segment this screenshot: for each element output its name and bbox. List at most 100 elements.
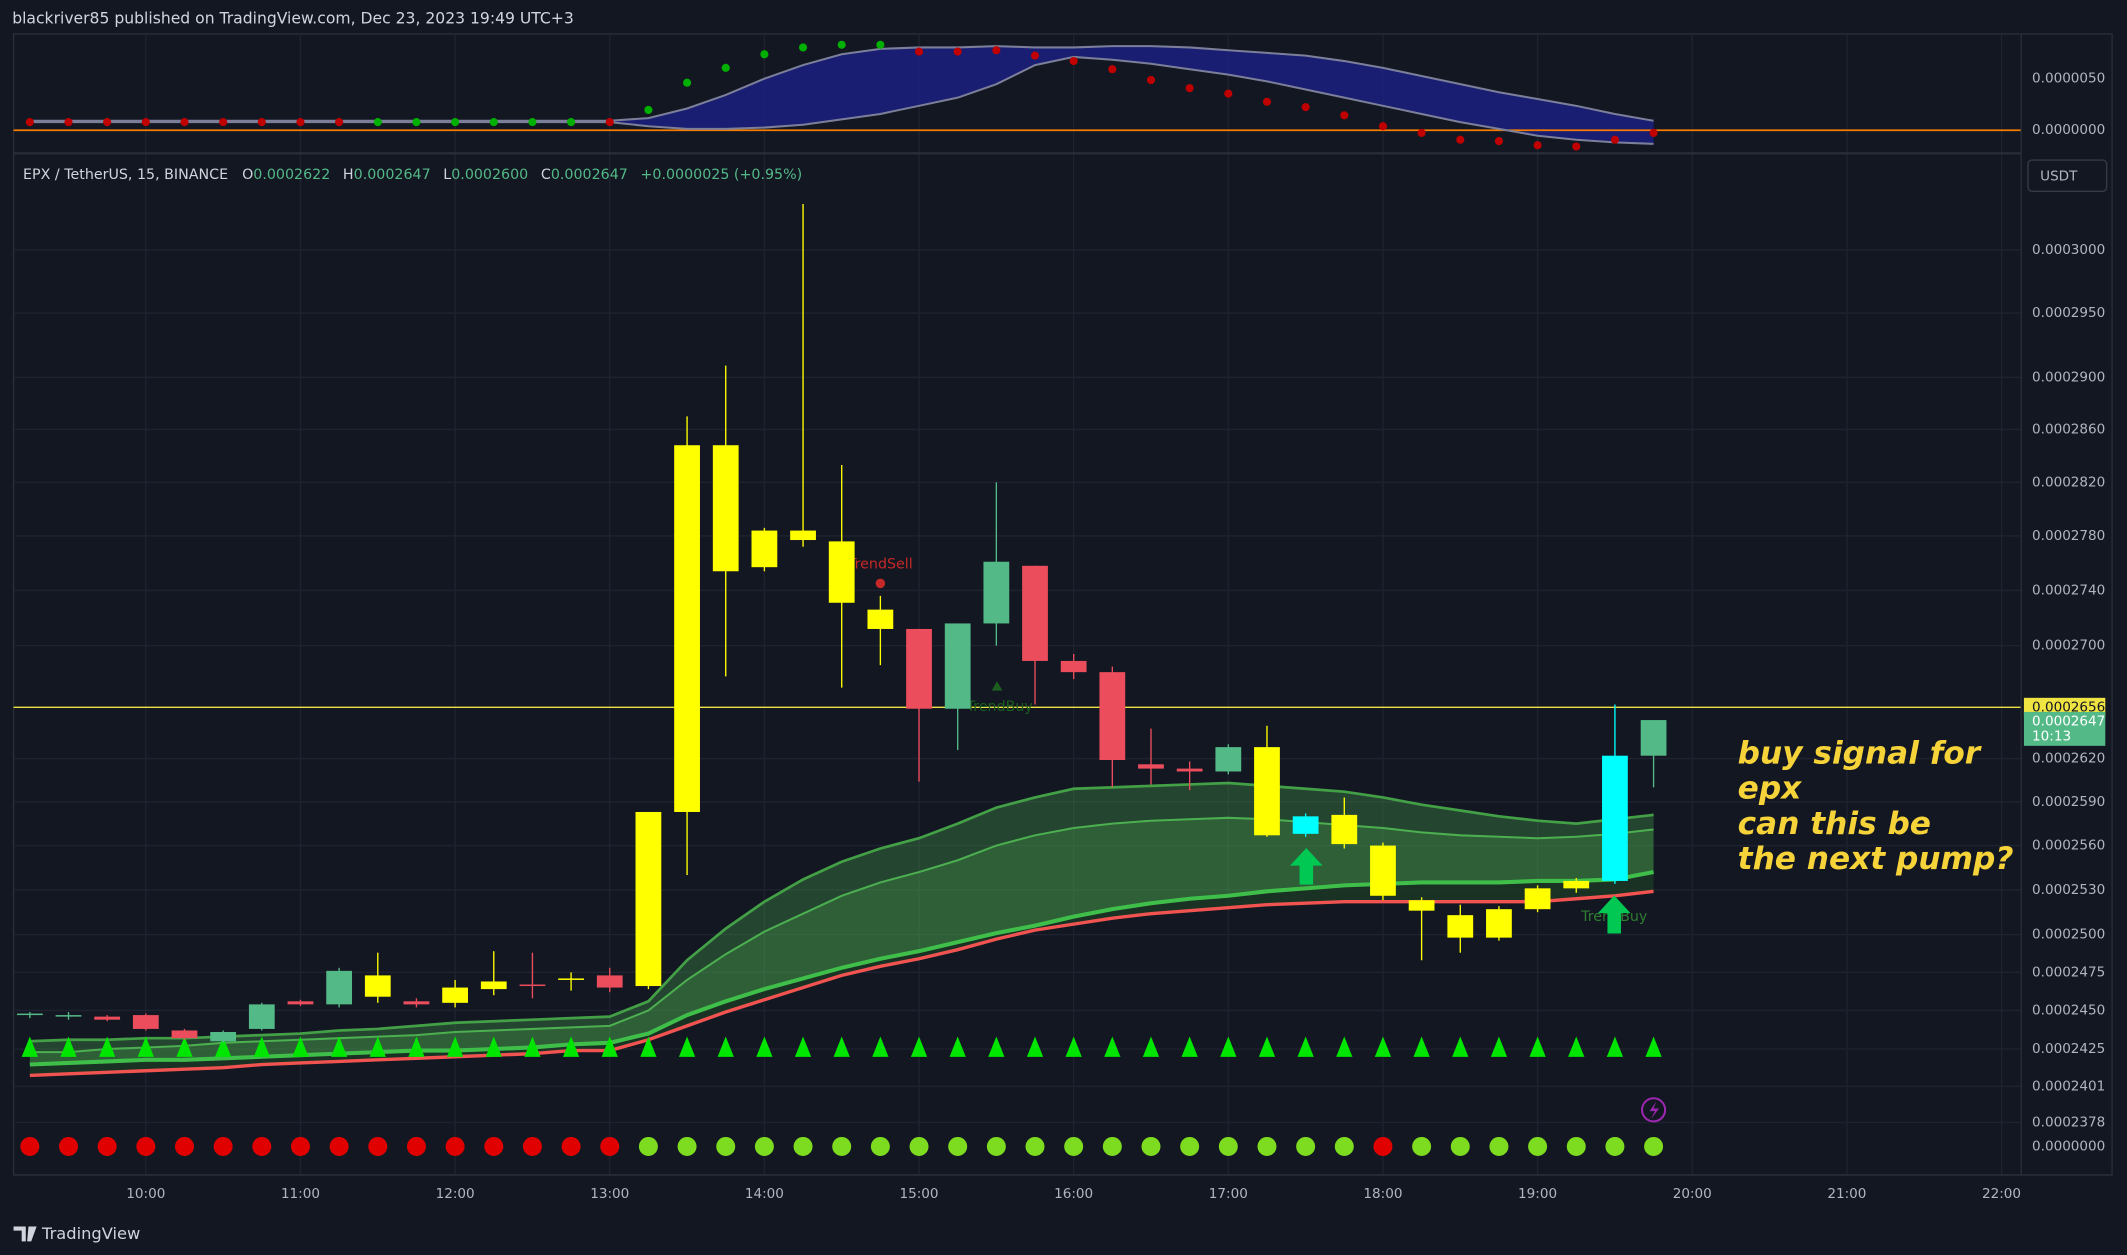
state-dot bbox=[986, 1136, 1006, 1156]
candle-body bbox=[16, 1013, 43, 1016]
y-tick-label: 0.0002590 bbox=[2032, 794, 2105, 810]
alert-bolt bbox=[1649, 1101, 1660, 1120]
oscillator-dot bbox=[953, 47, 962, 56]
y-tick-label: 0.0002560 bbox=[2032, 838, 2105, 854]
footer-brand: TradingView bbox=[41, 1224, 140, 1243]
trend-marker bbox=[678, 1036, 696, 1057]
state-dot bbox=[252, 1136, 272, 1156]
state-dot bbox=[1489, 1136, 1509, 1156]
candle-body bbox=[1486, 909, 1512, 938]
oscillator-dot bbox=[451, 118, 460, 127]
oscillator-dot bbox=[992, 46, 1001, 55]
state-dot bbox=[329, 1136, 349, 1156]
candle-body bbox=[326, 970, 353, 1005]
trend-marker bbox=[1142, 1036, 1160, 1057]
candle-body bbox=[906, 628, 932, 709]
trend-marker bbox=[446, 1036, 464, 1057]
trend-marker bbox=[1026, 1036, 1044, 1057]
candle-body bbox=[596, 975, 623, 988]
chart-frame bbox=[12, 33, 2113, 1176]
state-dot bbox=[1450, 1136, 1470, 1156]
trend-marker bbox=[485, 1036, 502, 1057]
trend-marker bbox=[1645, 1036, 1662, 1057]
state-dot bbox=[1141, 1136, 1161, 1156]
candle-body bbox=[751, 530, 778, 568]
candle-body bbox=[1022, 565, 1048, 661]
state-dot bbox=[213, 1136, 233, 1156]
oscillator-dot bbox=[1224, 89, 1233, 98]
legend-label: O bbox=[242, 167, 253, 183]
trend-marker bbox=[1413, 1036, 1430, 1057]
trend-marker bbox=[1258, 1036, 1276, 1057]
x-tick-label: 19:00 bbox=[1518, 1186, 1557, 1202]
currency-button[interactable] bbox=[2027, 159, 2108, 192]
trend-marker bbox=[1065, 1036, 1082, 1057]
y-tick-label: 0.0002500 bbox=[2032, 927, 2105, 943]
candle-body bbox=[1447, 915, 1474, 938]
state-dot bbox=[832, 1136, 852, 1156]
trend-marker bbox=[833, 1036, 850, 1057]
state-dot bbox=[1644, 1136, 1664, 1156]
oscillator-dot bbox=[1649, 128, 1658, 138]
candle-body bbox=[132, 1015, 159, 1029]
oscillator-dot bbox=[1340, 111, 1349, 120]
state-dot bbox=[445, 1136, 465, 1156]
annotation: the next pump? bbox=[1738, 841, 2014, 877]
oscillator-dot bbox=[1262, 97, 1272, 106]
trend-marker bbox=[1297, 1036, 1314, 1057]
trend-marker bbox=[562, 1036, 580, 1057]
band-fill bbox=[29, 783, 1654, 1065]
trend-marker bbox=[717, 1036, 734, 1057]
oscillator-dot bbox=[721, 63, 730, 72]
last-price-bg bbox=[2023, 711, 2106, 746]
oscillator-dot bbox=[760, 50, 769, 59]
oscillator-dot bbox=[837, 40, 846, 49]
trend-marker bbox=[524, 1036, 541, 1057]
candle-body bbox=[1292, 816, 1319, 834]
state-dot bbox=[174, 1136, 194, 1156]
trend-marker bbox=[60, 1036, 77, 1057]
y-tick-label: 0.0002450 bbox=[2032, 1002, 2105, 1018]
state-dot bbox=[406, 1136, 426, 1156]
state-dot bbox=[793, 1136, 813, 1156]
legend-value: 0.0002622 bbox=[253, 167, 330, 183]
oscillator-dot bbox=[1533, 141, 1542, 150]
trend-marker bbox=[330, 1036, 348, 1057]
state-dot bbox=[1218, 1136, 1238, 1156]
y-tick-label: 0.0000000 bbox=[2032, 122, 2105, 138]
candle-body bbox=[635, 811, 662, 987]
oscillator-dot bbox=[567, 118, 576, 127]
oscillator-dot bbox=[644, 105, 653, 115]
oscillator-dot bbox=[1378, 122, 1388, 131]
signal-label: TrendBuy bbox=[966, 699, 1033, 715]
state-dot bbox=[1296, 1136, 1316, 1156]
trend-marker bbox=[137, 1036, 154, 1057]
oscillator-dot bbox=[103, 118, 112, 127]
buy-arrow bbox=[1597, 895, 1631, 934]
trend-marker bbox=[1104, 1036, 1121, 1057]
alert-icon[interactable] bbox=[1641, 1097, 1667, 1123]
candle-body bbox=[519, 984, 546, 987]
state-dot bbox=[1412, 1136, 1432, 1156]
legend-label: C bbox=[541, 167, 551, 183]
oscillator-dot bbox=[489, 118, 498, 127]
currency-label: USDT bbox=[2040, 168, 2078, 184]
state-dot bbox=[754, 1136, 774, 1156]
state-dot bbox=[97, 1136, 117, 1156]
trend-marker bbox=[292, 1036, 309, 1057]
oscillator-dot bbox=[335, 118, 344, 127]
candle-body bbox=[828, 541, 855, 603]
band-line bbox=[29, 781, 1654, 1043]
buy-arrow bbox=[1290, 847, 1323, 885]
state-dot bbox=[1064, 1136, 1084, 1156]
state-dot bbox=[600, 1136, 620, 1156]
state-dot bbox=[368, 1136, 388, 1156]
trend-marker bbox=[756, 1036, 773, 1057]
candle-body bbox=[1060, 660, 1087, 673]
candle-body bbox=[674, 445, 700, 812]
legend: EPX / TetherUS, 15, BINANCE O0.0002622 H… bbox=[23, 167, 802, 183]
oscillator-dot bbox=[1610, 135, 1619, 144]
oscillator-dot bbox=[1301, 103, 1310, 112]
trend-marker bbox=[1220, 1036, 1237, 1057]
y-tick-label: 0.0002950 bbox=[2032, 305, 2105, 321]
